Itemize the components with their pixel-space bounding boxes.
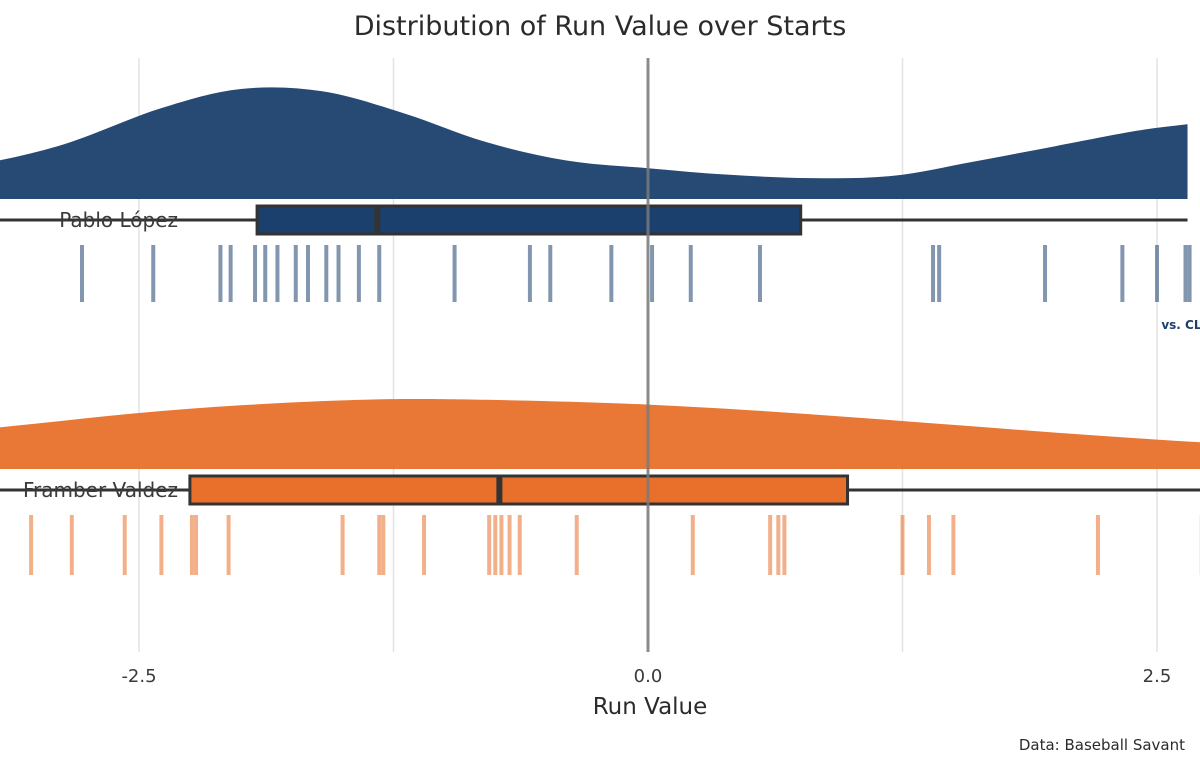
x-tick-label: -2.5 bbox=[121, 666, 156, 687]
data-source-caption: Data: Baseball Savant bbox=[1019, 736, 1185, 754]
series-group: Framber Valdezvs. CLEvs. TEX bbox=[0, 398, 1200, 575]
box-iqr bbox=[255, 204, 803, 236]
density-cloud bbox=[0, 398, 1200, 469]
x-tick-label: 0.0 bbox=[634, 666, 663, 687]
chart-title: Distribution of Run Value over Starts bbox=[354, 11, 847, 42]
player-label: Pablo López bbox=[59, 208, 178, 232]
x-tick-label: 2.5 bbox=[1143, 666, 1172, 687]
player-label: Framber Valdez bbox=[23, 478, 178, 502]
x-axis: -2.50.02.55.0 bbox=[121, 666, 1172, 687]
box-iqr bbox=[188, 474, 850, 506]
start-annotation: vs. CLE bbox=[1161, 318, 1200, 332]
x-axis-title: Run Value bbox=[593, 694, 708, 720]
density-cloud bbox=[0, 87, 1188, 199]
